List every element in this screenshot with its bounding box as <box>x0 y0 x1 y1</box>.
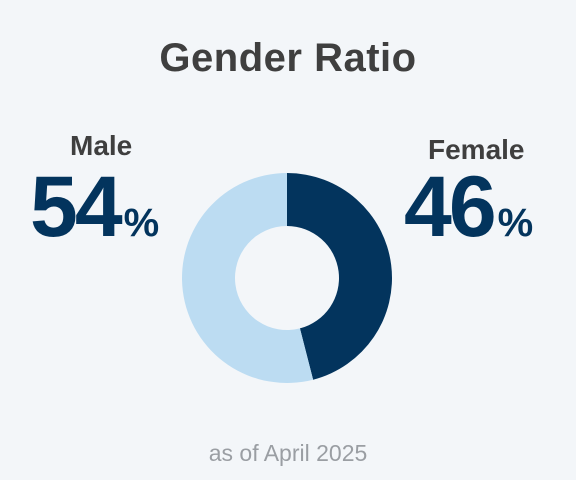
female-label: Female <box>428 134 525 165</box>
footnote: as of April 2025 <box>208 440 368 466</box>
male-label: Male <box>70 130 133 161</box>
chart-title: Gender Ratio <box>159 36 417 80</box>
male-value: 54 <box>30 159 123 255</box>
female-percent-sign: % <box>497 201 534 245</box>
donut-slice-female <box>287 173 393 380</box>
male-percent-sign: % <box>123 201 160 245</box>
donut-slice-male <box>182 173 314 383</box>
male-percentage: 54% <box>30 158 159 257</box>
female-value: 46 <box>404 159 497 255</box>
female-percentage: 46% <box>404 158 533 257</box>
